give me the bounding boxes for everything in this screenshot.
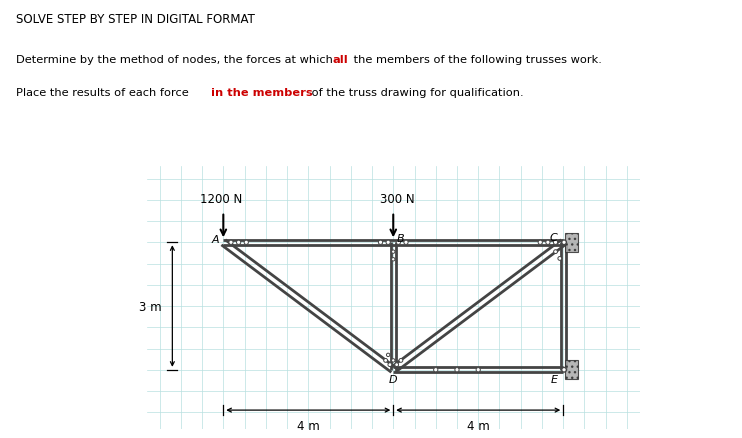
Circle shape bbox=[384, 359, 387, 363]
Circle shape bbox=[558, 257, 562, 261]
Text: 3 m: 3 m bbox=[139, 300, 162, 313]
Circle shape bbox=[229, 240, 233, 245]
Text: A: A bbox=[212, 234, 220, 244]
Text: 4 m: 4 m bbox=[467, 420, 490, 432]
Text: E: E bbox=[551, 374, 557, 384]
Circle shape bbox=[378, 240, 383, 245]
Polygon shape bbox=[565, 360, 577, 379]
Circle shape bbox=[392, 258, 395, 261]
Text: all: all bbox=[332, 55, 348, 65]
Circle shape bbox=[562, 240, 566, 245]
Circle shape bbox=[244, 240, 249, 245]
Circle shape bbox=[395, 363, 398, 367]
Text: SOLVE STEP BY STEP IN DIGITAL FORMAT: SOLVE STEP BY STEP IN DIGITAL FORMAT bbox=[16, 13, 255, 26]
Text: Place the results of each force: Place the results of each force bbox=[16, 88, 193, 98]
Text: 300 N: 300 N bbox=[380, 192, 415, 205]
Circle shape bbox=[433, 368, 438, 372]
Text: the members of the following trusses work.: the members of the following trusses wor… bbox=[350, 55, 602, 65]
Text: D: D bbox=[389, 374, 398, 384]
Text: 4 m: 4 m bbox=[297, 420, 320, 432]
Circle shape bbox=[562, 367, 566, 372]
Circle shape bbox=[387, 353, 390, 357]
Text: C: C bbox=[550, 233, 558, 243]
Text: of the truss drawing for qualification.: of the truss drawing for qualification. bbox=[308, 88, 524, 98]
Circle shape bbox=[538, 240, 542, 245]
Circle shape bbox=[392, 251, 395, 254]
Circle shape bbox=[237, 240, 240, 245]
Circle shape bbox=[554, 240, 558, 245]
Circle shape bbox=[392, 359, 395, 362]
Text: in the members: in the members bbox=[211, 88, 313, 98]
Circle shape bbox=[546, 240, 550, 245]
Text: B: B bbox=[397, 233, 404, 244]
Circle shape bbox=[404, 240, 408, 245]
Circle shape bbox=[386, 240, 390, 245]
Polygon shape bbox=[565, 233, 577, 252]
Circle shape bbox=[399, 359, 403, 363]
Circle shape bbox=[396, 240, 401, 245]
Text: Determine by the method of nodes, the forces at which: Determine by the method of nodes, the fo… bbox=[16, 55, 337, 65]
Circle shape bbox=[455, 368, 459, 372]
Circle shape bbox=[476, 368, 480, 372]
Circle shape bbox=[388, 363, 392, 367]
Text: 1200 N: 1200 N bbox=[200, 192, 243, 205]
Circle shape bbox=[554, 250, 557, 254]
